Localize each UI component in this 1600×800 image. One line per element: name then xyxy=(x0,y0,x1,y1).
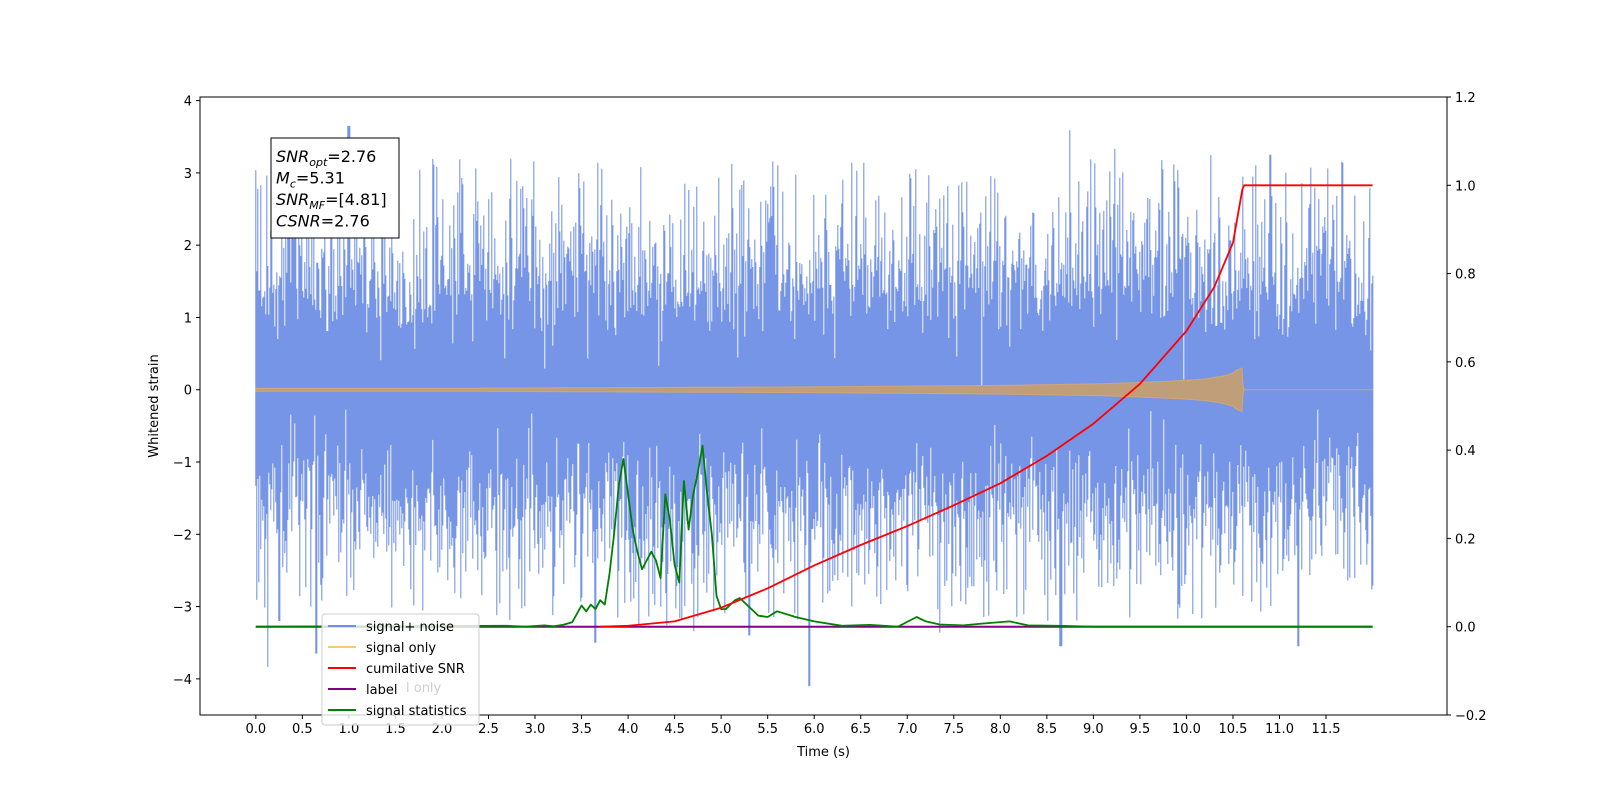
y2-tick-label: 0.4 xyxy=(1455,444,1476,459)
y-tick-label: 0 xyxy=(184,384,192,399)
x-tick-label: 8.0 xyxy=(990,722,1011,737)
annotation-line: Mc=5.31 xyxy=(276,169,345,191)
annotation-frame xyxy=(270,137,400,239)
y2-tick-label: 0.8 xyxy=(1455,268,1476,283)
x-tick-label: 6.5 xyxy=(850,722,871,737)
y2-tick-label: −0.2 xyxy=(1455,709,1487,724)
y-tick-label: −2 xyxy=(173,528,192,543)
legend-frame xyxy=(321,613,480,726)
x-tick-label: 11.5 xyxy=(1312,722,1341,737)
x-tick-label: 0.0 xyxy=(245,722,266,737)
x-tick-label: 3.5 xyxy=(571,722,592,737)
x-tick-label: 5.0 xyxy=(711,722,732,737)
x-tick-label: 4.0 xyxy=(618,722,639,737)
x-tick-label: 7.5 xyxy=(943,722,964,737)
x-tick-label: 2.5 xyxy=(478,722,499,737)
legend-label: signal statistics xyxy=(366,704,467,719)
x-tick-label: 7.0 xyxy=(897,722,918,737)
series-signal-statistics xyxy=(255,444,1373,628)
y2-tick-label: 1.0 xyxy=(1455,179,1476,194)
x-tick-label: 3.0 xyxy=(525,722,546,737)
y-tick-label: 3 xyxy=(184,167,192,182)
x-tick-label: 2.0 xyxy=(432,722,453,737)
y-tick-label: 1 xyxy=(184,311,192,326)
legend-label: label xyxy=(366,683,397,698)
y2-tick-label: 0.6 xyxy=(1455,356,1476,371)
legend-label: signal+ noise xyxy=(366,620,454,635)
x-tick-label: 11.0 xyxy=(1265,722,1294,737)
x-tick-label: 9.0 xyxy=(1083,722,1104,737)
y-tick-label: 4 xyxy=(184,95,192,110)
legend-label: signal only xyxy=(366,641,436,656)
series-cumulative-snr xyxy=(600,184,1373,628)
plot-area xyxy=(255,125,1374,687)
annotation-line: CSNR=2.76 xyxy=(276,212,370,231)
x-axis-label: Time (s) xyxy=(796,745,850,760)
y-tick-label: −4 xyxy=(173,673,192,688)
axis-ticks: 0.0 0.5 1.0 1.5 2.0 2.5 3.0 3.5 4.0 4.5 5.0 5.5 6.0 6… xyxy=(173,91,1487,737)
x-tick-label: 9.5 xyxy=(1130,722,1151,737)
x-tick-label: 6.0 xyxy=(804,722,825,737)
y2-tick-label: 0.0 xyxy=(1455,621,1476,636)
legend-label: cumilative SNR xyxy=(366,662,465,677)
x-tick-label: 10.0 xyxy=(1172,722,1201,737)
x-tick-label: 4.5 xyxy=(664,722,685,737)
axes-frame xyxy=(199,96,1448,716)
x-tick-label: 5.5 xyxy=(757,722,778,737)
y2-tick-label: 1.2 xyxy=(1455,91,1476,106)
x-tick-label: 1.5 xyxy=(385,722,406,737)
y-tick-label: 2 xyxy=(184,239,192,254)
y-tick-label: −1 xyxy=(173,456,192,471)
y-axis-label: Whitened strain xyxy=(147,354,162,457)
y-tick-label: −3 xyxy=(173,601,192,616)
x-tick-label: 1.0 xyxy=(339,722,360,737)
annotation-line: SNRopt=2.76 xyxy=(276,147,376,169)
series-signal-only xyxy=(255,367,1373,412)
annotation-line: SNRMF=[4.81] xyxy=(276,190,387,212)
x-tick-label: 0.5 xyxy=(292,722,313,737)
x-tick-label: 8.5 xyxy=(1036,722,1057,737)
x-tick-label: 10.5 xyxy=(1218,722,1247,737)
y2-tick-label: 0.2 xyxy=(1455,532,1476,547)
